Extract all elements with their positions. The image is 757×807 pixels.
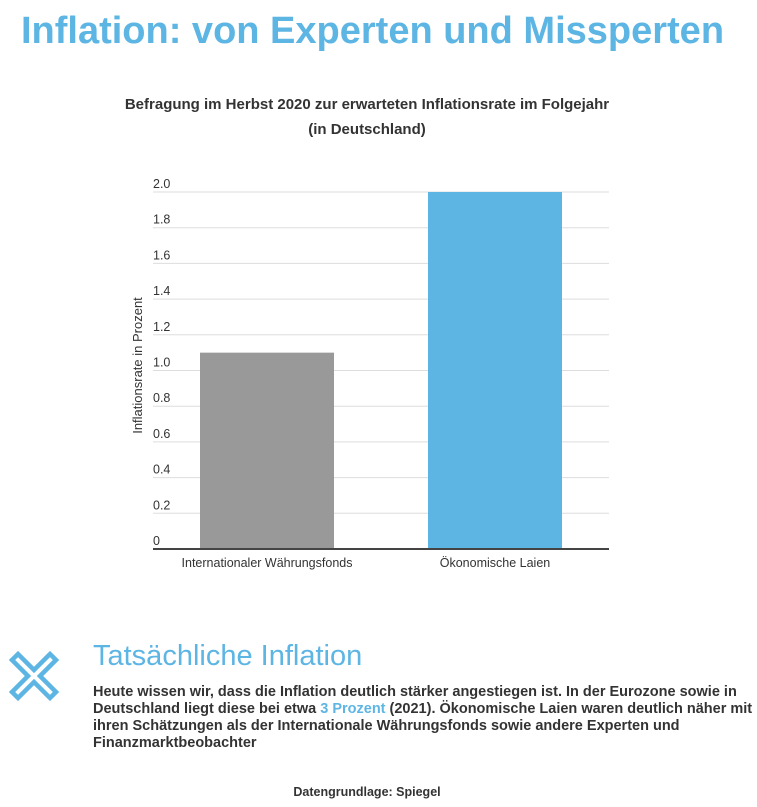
section-heading: Tatsächliche Inflation: [93, 640, 363, 672]
chart-title-main: Befragung im Herbst 2020 zur erwarteten …: [124, 96, 610, 113]
y-tick-label: 1.2: [153, 320, 170, 334]
x-tick-label: Internationaler Währungsfonds: [182, 556, 353, 570]
page-title: Inflation: von Experten und Missperten: [20, 10, 725, 52]
bar-chart: 0 0.2 0.4 0.6 0.8 1.0 1.2 1.4 1.6 1.8 2.0 Internati…: [130, 177, 609, 570]
section-text-part-2: (2021). Ökonomische Laien waren deutlich…: [93, 701, 753, 751]
bar: [428, 192, 562, 549]
y-axis-title: Inflationsrate in Prozent: [130, 297, 145, 434]
section-text: Heute wissen wir, dass die Inflation deu…: [93, 684, 753, 752]
section-text-part-1: Heute wissen wir, dass die Inflation deu…: [93, 684, 737, 717]
y-tick-label: 0.6: [153, 427, 170, 441]
chart-title: Befragung im Herbst 2020 zur erwarteten …: [0, 92, 734, 142]
close-x-icon: [8, 650, 60, 702]
y-tick-label: 0: [153, 534, 160, 548]
y-tick-label: 2.0: [153, 177, 170, 191]
y-tick-label: 1.0: [153, 356, 170, 370]
bar: [200, 352, 334, 549]
source-note: Datengrundlage: Spiegel: [293, 785, 441, 799]
y-tick-label: 0.8: [153, 391, 170, 405]
y-tick-label: 0.4: [153, 463, 170, 477]
highlight-link[interactable]: 3 Prozent: [320, 701, 386, 717]
y-tick-label: 0.2: [153, 498, 170, 512]
x-tick-label: Ökonomische Laien: [440, 556, 551, 570]
chart-subtitle: (in Deutschland): [308, 121, 426, 138]
y-tick-label: 1.8: [153, 213, 170, 227]
y-tick-label: 1.6: [153, 248, 170, 262]
y-tick-label: 1.4: [153, 284, 170, 298]
